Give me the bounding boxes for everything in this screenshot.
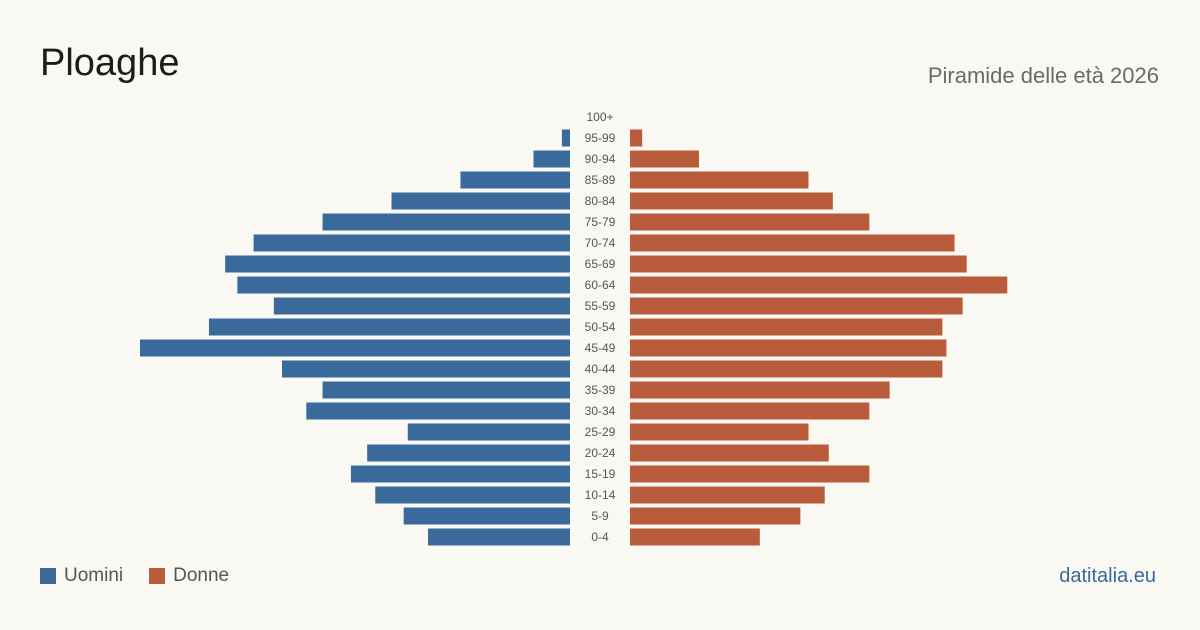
age-label-95-99: 95-99 bbox=[585, 131, 616, 145]
bar-women-40-44 bbox=[630, 360, 943, 378]
bar-men-50-54 bbox=[208, 318, 570, 336]
bar-men-70-74 bbox=[253, 234, 570, 252]
age-label-5-9: 5-9 bbox=[591, 509, 609, 523]
age-label-35-39: 35-39 bbox=[585, 383, 616, 397]
bar-women-20-24 bbox=[630, 444, 829, 462]
bar-women-50-54 bbox=[630, 318, 943, 336]
bar-women-5-9 bbox=[630, 507, 801, 525]
bar-women-30-34 bbox=[630, 402, 870, 420]
legend-item-women: Donne bbox=[149, 565, 229, 587]
bar-women-95-99 bbox=[630, 129, 643, 147]
bar-men-10-14 bbox=[375, 486, 570, 504]
age-label-80-84: 80-84 bbox=[585, 194, 616, 208]
bar-men-85-89 bbox=[460, 171, 570, 189]
age-label-85-89: 85-89 bbox=[585, 173, 616, 187]
age-label-55-59: 55-59 bbox=[585, 299, 616, 313]
bar-men-30-34 bbox=[306, 402, 570, 420]
bar-women-75-79 bbox=[630, 213, 870, 231]
bar-women-65-69 bbox=[630, 255, 967, 273]
bar-men-35-39 bbox=[322, 381, 570, 399]
age-label-0-4: 0-4 bbox=[591, 530, 609, 544]
age-label-20-24: 20-24 bbox=[585, 446, 616, 460]
bar-men-90-94 bbox=[533, 150, 570, 168]
age-label-60-64: 60-64 bbox=[585, 278, 616, 292]
bar-men-45-49 bbox=[140, 339, 570, 357]
age-label-45-49: 45-49 bbox=[585, 341, 616, 355]
bar-men-25-29 bbox=[407, 423, 570, 441]
age-label-10-14: 10-14 bbox=[585, 488, 616, 502]
bar-women-55-59 bbox=[630, 297, 963, 315]
age-label-75-79: 75-79 bbox=[585, 215, 616, 229]
age-label-15-19: 15-19 bbox=[585, 467, 616, 481]
page-title: Ploaghe bbox=[40, 42, 180, 84]
bar-women-10-14 bbox=[630, 486, 825, 504]
bar-women-90-94 bbox=[630, 150, 699, 168]
legend-label-men: Uomini bbox=[64, 565, 124, 586]
legend-item-men: Uomini bbox=[40, 565, 123, 587]
bar-men-15-19 bbox=[350, 465, 570, 483]
bar-men-0-4 bbox=[428, 528, 570, 546]
bar-men-60-64 bbox=[237, 276, 570, 294]
site-brand-link[interactable]: datitalia.eu bbox=[1059, 565, 1156, 587]
legend-label-women: Donne bbox=[173, 565, 230, 586]
bar-men-75-79 bbox=[322, 213, 570, 231]
age-label-50-54: 50-54 bbox=[585, 320, 616, 334]
age-label-90-94: 90-94 bbox=[585, 152, 616, 166]
bar-women-15-19 bbox=[630, 465, 870, 483]
age-label-70-74: 70-74 bbox=[585, 236, 616, 250]
bar-women-85-89 bbox=[630, 171, 809, 189]
bar-men-80-84 bbox=[391, 192, 570, 210]
bar-men-40-44 bbox=[281, 360, 570, 378]
age-label-65-69: 65-69 bbox=[585, 257, 616, 271]
bar-women-60-64 bbox=[630, 276, 1008, 294]
bar-women-45-49 bbox=[630, 339, 947, 357]
age-label-100plus: 100+ bbox=[586, 110, 613, 124]
bar-men-20-24 bbox=[367, 444, 570, 462]
bar-women-70-74 bbox=[630, 234, 955, 252]
chart-legend: Uomini Donne bbox=[40, 565, 255, 587]
age-label-40-44: 40-44 bbox=[585, 362, 616, 376]
legend-swatch-women bbox=[149, 568, 166, 584]
bar-women-35-39 bbox=[630, 381, 890, 399]
age-label-25-29: 25-29 bbox=[585, 425, 616, 439]
bar-men-55-59 bbox=[273, 297, 570, 315]
age-label-30-34: 30-34 bbox=[585, 404, 616, 418]
bar-women-80-84 bbox=[630, 192, 833, 210]
bar-men-5-9 bbox=[403, 507, 570, 525]
bar-men-95-99 bbox=[561, 129, 570, 147]
legend-swatch-men bbox=[40, 568, 56, 584]
bar-women-25-29 bbox=[630, 423, 809, 441]
bar-men-65-69 bbox=[225, 255, 571, 273]
bar-women-0-4 bbox=[630, 528, 760, 546]
chart-subtitle: Piramide delle età 2026 bbox=[927, 63, 1159, 88]
